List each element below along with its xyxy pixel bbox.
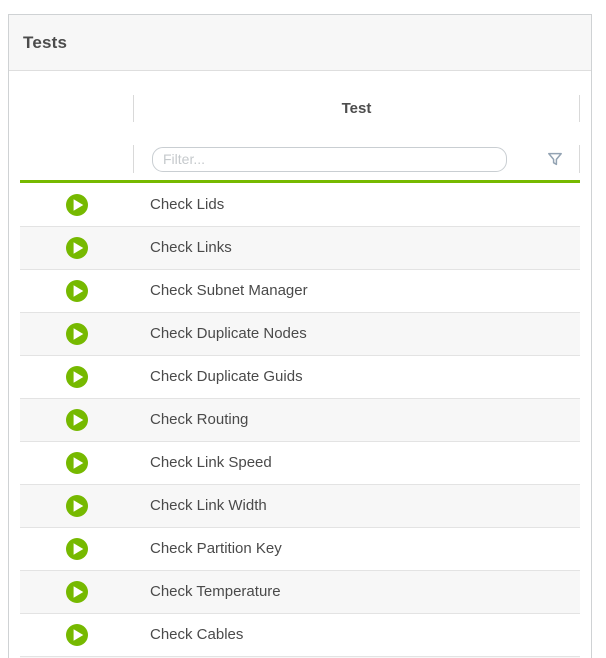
row-actions-cell [20,183,133,226]
test-column-header[interactable]: Test [133,95,580,122]
test-row: Check Duplicate Nodes [20,312,580,355]
play-icon [65,624,88,646]
test-row: Check Lids [20,183,580,226]
run-test-button[interactable] [65,495,88,517]
filter-row [20,145,580,173]
run-test-button[interactable] [65,366,88,388]
row-actions-cell [20,356,133,398]
row-actions-cell [20,485,133,527]
play-icon [65,323,88,345]
play-icon [65,495,88,517]
row-actions-cell [20,270,133,312]
test-row: Check Duplicate Guids [20,355,580,398]
panel-header: Tests [9,15,591,71]
test-name: Check Duplicate Nodes [150,325,307,342]
run-test-button[interactable] [65,624,88,646]
panel-body: Test [9,95,591,658]
test-name-cell: Check Duplicate Guids [133,368,580,386]
panel-title: Tests [23,32,68,52]
test-name-cell: Check Temperature [133,583,580,601]
play-icon [65,581,88,603]
test-row: Check Cables [20,613,580,656]
test-column-label: Test [341,100,372,117]
test-name: Check Link Speed [150,454,272,471]
row-actions-cell [20,614,133,656]
test-row: Check Link Speed [20,441,580,484]
run-test-button[interactable] [65,452,88,474]
row-actions-cell [20,528,133,570]
actions-column-header [20,95,133,122]
play-icon [65,452,88,474]
run-test-button[interactable] [65,237,88,259]
test-name: Check Routing [150,411,249,428]
test-name-cell: Check Routing [133,411,580,429]
test-row: Check Routing [20,398,580,441]
play-icon [65,237,88,259]
play-icon [65,366,88,388]
row-actions-cell [20,571,133,613]
run-test-button[interactable] [65,409,88,431]
row-actions-cell [20,313,133,355]
row-actions-cell [20,442,133,484]
tests-panel: Tests Test [8,14,592,658]
test-name-cell: Check Subnet Manager [133,282,580,300]
test-name-cell: Check Cables [133,626,580,644]
run-test-button[interactable] [65,538,88,560]
play-icon [65,193,88,216]
filter-input[interactable] [152,146,507,172]
test-row: Check Partition Key [20,527,580,570]
test-name: Check Link Width [150,497,267,514]
accent-underline [20,180,580,183]
row-actions-cell [20,399,133,441]
test-name: Check Lids [150,195,225,213]
test-name-cell: Check Lids [133,196,580,214]
filter-button[interactable] [546,150,564,168]
test-row: Check Links [20,226,580,269]
play-icon [65,538,88,560]
run-test-button[interactable] [65,323,88,345]
test-name: Check Temperature [150,583,281,600]
run-test-button[interactable] [65,193,88,216]
play-icon [65,280,88,302]
funnel-icon [548,152,562,166]
table-header-row: Test [20,95,580,122]
test-name: Check Duplicate Guids [150,368,303,385]
filter-row-actions-cell [20,145,133,173]
test-rows: Check Lids Check Links Che [20,183,580,658]
test-name-cell: Check Partition Key [133,540,580,558]
test-name-cell: Check Duplicate Nodes [133,325,580,343]
row-actions-cell [20,227,133,269]
test-name: Check Subnet Manager [150,282,308,299]
play-icon [65,409,88,431]
test-row: Check Link Width [20,484,580,527]
filter-cell [133,145,580,173]
test-row: Check Temperature [20,570,580,613]
test-name: Check Links [150,239,232,256]
run-test-button[interactable] [65,280,88,302]
test-name: Check Partition Key [150,540,282,557]
test-name-cell: Check Links [133,239,580,257]
test-name: Check Cables [150,626,244,643]
run-test-button[interactable] [65,581,88,603]
test-row: Check Subnet Manager [20,269,580,312]
test-name-cell: Check Link Speed [133,454,580,472]
test-name-cell: Check Link Width [133,497,580,515]
